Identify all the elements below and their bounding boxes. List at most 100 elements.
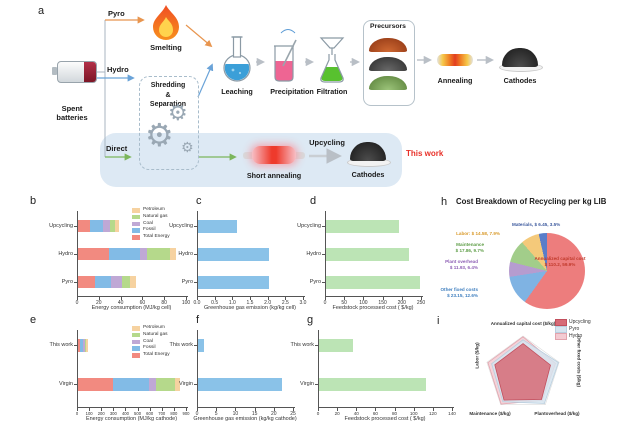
x-tick-label-c: 0.0 [193,300,201,306]
category-label-d: Pyro [309,278,321,285]
bar-segment-b-Total-Energy [78,248,109,260]
legend-swatch-Coal [132,339,140,345]
x-tick-f [273,408,275,411]
x-axis-title-b: Energy consumption (MJ/kg cell) [91,305,172,311]
radar-axis-label-1: Other fixed costs ($/kg) [576,335,582,388]
x-tick-b [98,297,100,300]
bar-segment-e-Fossil [113,377,150,391]
x-tick-label-g: 80 [392,411,398,416]
y-axis-d [325,211,326,296]
x-tick-label-c: 1.0 [228,300,236,306]
category-label-f: Virgin [179,380,193,387]
x-axis-f [197,407,295,408]
legend-label-Fossil: Fossil [143,345,156,351]
x-tick-label-c: 0.5 [211,300,219,306]
y-tick-d [322,254,325,255]
bar-d-Hydro [326,247,409,261]
leaching-label: Leaching [221,87,253,96]
x-tick-label-e: 300 [109,411,117,416]
x-tick-b [164,297,166,300]
x-axis-title-e: Energy consumption (MJ/kg cathode) [85,416,178,422]
radar-series-Upcycling [494,343,551,401]
category-label-b: Hydro [58,250,73,257]
radar-legend-swatch-Upcycling [555,319,567,326]
radar-legend-swatch-Hydro [555,333,567,340]
x-tick-label-f: 15 [251,411,258,417]
battery-icon [57,61,97,83]
x-tick-d [421,297,422,300]
x-tick-e [89,408,91,411]
x-tick-g [432,408,434,411]
upcycling-label: Upcycling [309,138,345,147]
gear-icon: ⚙ [168,100,188,125]
x-tick-g [356,408,358,411]
y-tick-g [315,384,318,385]
precursor-powder-red [369,38,407,52]
precursors-label: Precursors [370,23,406,30]
x-tick-label-c: 2.5 [281,300,289,306]
x-tick-f [216,408,218,411]
y-tick-e [74,384,77,385]
shredding-label-1: Shredding [150,82,186,89]
panel-letter-b: b [30,195,37,207]
x-axis-c [197,296,305,297]
route-direct-label: Direct [106,144,128,153]
x-tick-e [125,408,127,411]
y-tick-b [74,282,77,283]
x-tick-c [232,297,234,300]
y-axis-c [197,211,198,296]
precipitation-beaker-icon [274,39,297,82]
x-tick-f [197,408,198,411]
radar-axis-label-2: Plantoverhead ($/kg) [534,411,580,416]
bar-c-Upcycling [198,219,237,233]
x-tick-label-d: 250 [416,300,426,306]
legend-swatch-Coal [132,221,140,227]
pie-label-Annualized-capital-cost: Annualized capital cost $ 110.2, 59.9% [534,256,586,267]
x-axis-title-f: Greenhouse gas emission (kg/kg cathode) [193,416,297,422]
x-tick-label-d: 150 [378,300,387,306]
panel-letter-d: d [310,195,317,207]
radar-chart [486,335,560,405]
x-tick-label-f: 25 [290,411,296,417]
category-label-d: Hydro [306,250,321,257]
radar-axis-label-4: Labor ($/kg) [474,342,480,369]
x-tick-label-e: 100 [85,411,93,416]
y-axis-f [197,330,198,407]
radar-legend-swatch-Pyro [555,326,567,333]
bar-segment-b-Coal [103,220,110,232]
x-tick-label-g: 20 [334,411,340,416]
annealing-label: Annealing [437,76,473,85]
x-tick-d [325,297,326,300]
x-tick-g [394,408,396,411]
leaching-flask-icon [223,36,251,82]
x-tick-label-b: 80 [161,300,167,306]
category-label-c: Upcycling [169,222,193,229]
flame-icon [153,5,179,40]
category-label-b: Pyro [61,278,73,285]
legend-label-Natural-gas: Natural gas [143,213,168,219]
radar-axis-label-3: Maintenance ($/kg) [469,411,511,416]
x-tick-e [173,408,175,411]
legend-label-Fossil: Fossil [143,227,156,233]
category-label-e: Virgin [59,380,73,387]
bar-segment-b-Natural-gas [121,276,131,288]
x-tick-label-g: 60 [372,411,378,416]
x-tick-label-f: 10 [232,411,239,417]
bar-segment-b-Fossil [89,220,104,232]
legend-label-Total-Energy: Total Energy [143,352,170,358]
cathodes-bottom-label: Cathodes [351,170,385,179]
category-label-c: Hydro [178,250,193,257]
x-tick-label-g: 40 [353,411,359,416]
bar-segment-b-Fossil [95,276,111,288]
x-tick-label-g: 100 [409,411,418,416]
category-label-f: This work [169,341,193,348]
x-tick-label-c: 3.0 [299,300,307,306]
x-tick-label-c: 1.5 [246,300,254,306]
bar-segment-e-Total-Energy [78,338,80,352]
pie-title: Cost Breakdown of Recycling per kg LIB [456,197,607,206]
radar-legend-label-Upcycling: Upcycling [569,319,591,325]
filtration-label: Filtration [316,87,348,96]
x-tick-d [344,297,346,300]
bar-f-This-work [198,338,204,352]
cathode-powder-icon [350,142,386,161]
